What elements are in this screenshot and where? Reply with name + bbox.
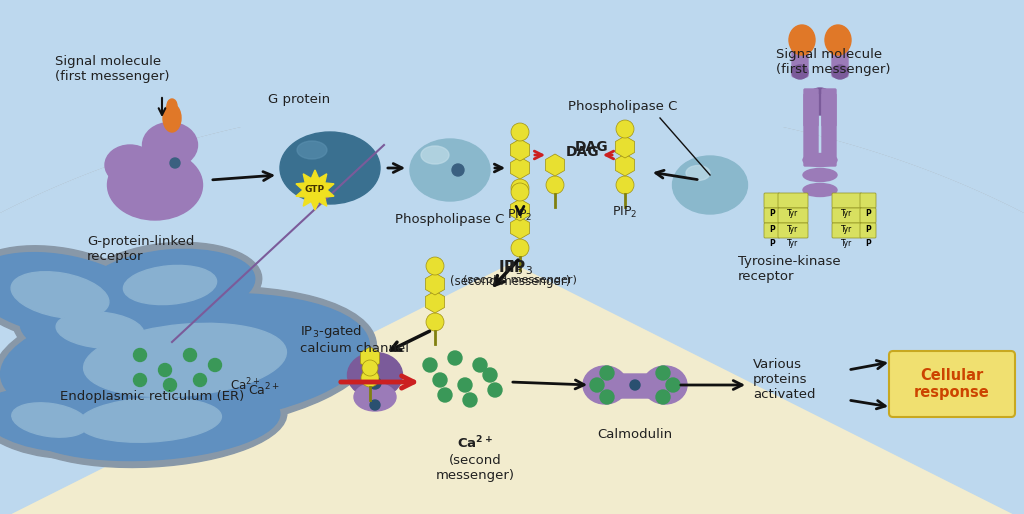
FancyBboxPatch shape xyxy=(831,208,862,223)
FancyBboxPatch shape xyxy=(860,193,876,208)
Ellipse shape xyxy=(78,243,262,327)
Circle shape xyxy=(183,348,197,361)
Circle shape xyxy=(133,374,146,387)
FancyBboxPatch shape xyxy=(778,223,808,238)
Circle shape xyxy=(600,390,614,404)
Text: IP$_3$: IP$_3$ xyxy=(508,259,532,278)
Text: Phospholipase C: Phospholipase C xyxy=(395,213,505,226)
Text: Phospholipase C: Phospholipase C xyxy=(568,100,677,113)
Ellipse shape xyxy=(583,366,627,404)
Text: G protein: G protein xyxy=(268,93,330,106)
Ellipse shape xyxy=(79,398,221,442)
Ellipse shape xyxy=(20,379,280,461)
Text: P: P xyxy=(865,225,870,233)
FancyBboxPatch shape xyxy=(764,208,780,223)
Ellipse shape xyxy=(809,101,831,115)
Circle shape xyxy=(656,366,670,380)
FancyBboxPatch shape xyxy=(889,351,1015,417)
FancyBboxPatch shape xyxy=(778,208,808,223)
Ellipse shape xyxy=(803,183,837,196)
Ellipse shape xyxy=(84,323,287,397)
FancyBboxPatch shape xyxy=(860,223,876,238)
FancyBboxPatch shape xyxy=(804,94,818,126)
Circle shape xyxy=(449,351,462,365)
Ellipse shape xyxy=(0,246,156,344)
Ellipse shape xyxy=(0,389,120,451)
Circle shape xyxy=(600,366,614,380)
Ellipse shape xyxy=(142,122,198,168)
Text: DAG: DAG xyxy=(575,140,608,154)
Ellipse shape xyxy=(354,383,396,411)
Circle shape xyxy=(170,158,180,168)
Circle shape xyxy=(194,374,207,387)
Ellipse shape xyxy=(12,403,88,437)
Circle shape xyxy=(361,369,379,387)
Circle shape xyxy=(426,257,444,275)
Text: Signal molecule
(first messenger): Signal molecule (first messenger) xyxy=(776,48,891,76)
Circle shape xyxy=(463,393,477,407)
Ellipse shape xyxy=(105,145,155,185)
Text: PIP$_2$: PIP$_2$ xyxy=(612,205,638,220)
FancyBboxPatch shape xyxy=(764,193,780,208)
Circle shape xyxy=(370,400,380,410)
FancyBboxPatch shape xyxy=(804,89,818,166)
Ellipse shape xyxy=(810,88,830,102)
Ellipse shape xyxy=(803,169,837,181)
Ellipse shape xyxy=(673,156,748,214)
Circle shape xyxy=(616,120,634,138)
Circle shape xyxy=(369,377,381,389)
Text: Tyr: Tyr xyxy=(787,240,799,248)
FancyBboxPatch shape xyxy=(831,223,862,238)
Circle shape xyxy=(423,358,437,372)
Circle shape xyxy=(164,378,176,392)
Circle shape xyxy=(511,179,529,197)
Text: Tyrosine-kinase
receptor: Tyrosine-kinase receptor xyxy=(738,255,841,283)
Circle shape xyxy=(546,176,564,194)
Text: Signal molecule
(first messenger): Signal molecule (first messenger) xyxy=(55,55,170,83)
Text: Tyr: Tyr xyxy=(842,240,853,248)
FancyBboxPatch shape xyxy=(764,223,780,238)
Text: (second messenger): (second messenger) xyxy=(450,276,570,288)
Text: PIP$_2$: PIP$_2$ xyxy=(507,208,532,223)
Circle shape xyxy=(656,390,670,404)
Circle shape xyxy=(458,378,472,392)
Text: P: P xyxy=(865,240,870,248)
Ellipse shape xyxy=(167,99,177,113)
Text: P: P xyxy=(769,240,775,248)
FancyBboxPatch shape xyxy=(822,89,836,166)
Polygon shape xyxy=(296,170,334,210)
Ellipse shape xyxy=(20,297,180,363)
Text: P: P xyxy=(769,225,775,233)
Ellipse shape xyxy=(108,150,203,220)
Ellipse shape xyxy=(0,382,126,458)
FancyBboxPatch shape xyxy=(860,208,876,223)
Ellipse shape xyxy=(347,353,402,397)
Circle shape xyxy=(362,360,378,376)
Circle shape xyxy=(590,378,604,392)
Circle shape xyxy=(438,388,452,402)
Ellipse shape xyxy=(280,132,380,204)
Circle shape xyxy=(473,358,487,372)
Text: Various
proteins
activated: Various proteins activated xyxy=(753,358,815,401)
Ellipse shape xyxy=(0,286,377,434)
Text: Calmodulin: Calmodulin xyxy=(597,428,673,441)
Ellipse shape xyxy=(686,166,710,180)
Text: Tyr: Tyr xyxy=(787,210,799,218)
Text: IP$_3$: IP$_3$ xyxy=(498,259,522,278)
Text: G-protein-linked
receptor: G-protein-linked receptor xyxy=(87,235,195,263)
Polygon shape xyxy=(0,142,1024,514)
Text: Tyr: Tyr xyxy=(787,225,799,233)
FancyBboxPatch shape xyxy=(831,193,862,208)
Ellipse shape xyxy=(643,366,687,404)
Text: Ca$^{2+}$: Ca$^{2+}$ xyxy=(230,377,260,393)
Ellipse shape xyxy=(56,312,143,348)
FancyBboxPatch shape xyxy=(778,193,808,208)
Ellipse shape xyxy=(124,265,217,305)
FancyBboxPatch shape xyxy=(617,374,653,398)
Ellipse shape xyxy=(297,141,327,159)
Ellipse shape xyxy=(163,104,181,132)
FancyBboxPatch shape xyxy=(831,33,848,77)
Circle shape xyxy=(616,176,634,194)
Ellipse shape xyxy=(825,25,851,55)
